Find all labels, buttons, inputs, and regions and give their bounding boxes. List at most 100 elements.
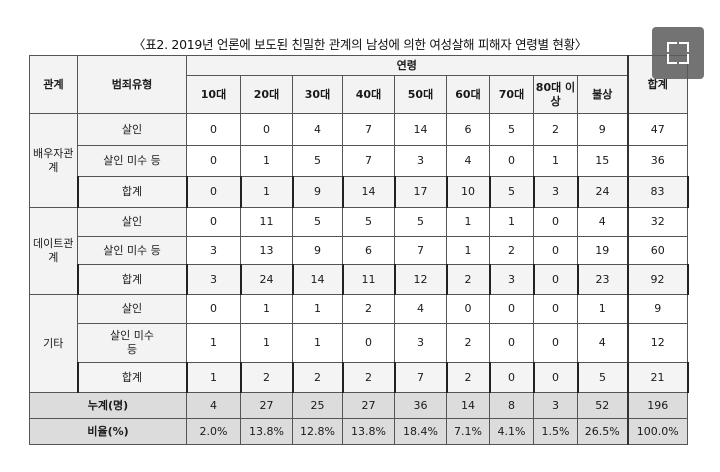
value-cell: 0 <box>533 207 578 237</box>
value-cell: 0 <box>186 145 241 177</box>
value-cell: 12.8% <box>292 418 343 445</box>
victim-age-table: 관계 범죄유형 연령 합계 10대 20대 30대 40대 50대 60대 70… <box>29 55 689 445</box>
row-total-cell: 92 <box>626 264 689 295</box>
value-cell: 1 <box>292 294 343 324</box>
row-total-cell: 32 <box>627 207 688 237</box>
value-cell: 13 <box>240 236 293 265</box>
value-cell: 8 <box>489 392 534 419</box>
value-cell: 2 <box>533 113 578 146</box>
crime-type-label: 살인 미수 등 <box>110 329 154 356</box>
value-cell: 1 <box>240 294 293 324</box>
header-crime-type: 범죄유형 <box>77 55 187 114</box>
value-cell: 5 <box>292 145 343 177</box>
fullscreen-button[interactable] <box>652 27 704 79</box>
value-cell: 26.5% <box>577 418 629 445</box>
crime-type-cell: 살인 미수 등 <box>77 323 187 363</box>
crime-type-cell: 살인 <box>77 207 187 237</box>
cumulative-row: 누계(명) 4 27 25 27 36 14 8 3 52 196 <box>29 392 688 419</box>
relation-dating: 데이트관계 <box>29 207 78 295</box>
crime-type-cell: 살인 미수 등 <box>77 145 187 177</box>
value-cell: 2.0% <box>186 418 241 445</box>
header-age-10s: 10대 <box>186 75 241 114</box>
value-cell: 4 <box>186 392 241 419</box>
header-age-70s: 70대 <box>489 75 534 114</box>
value-cell: 2 <box>291 362 344 393</box>
value-cell: 27 <box>240 392 293 419</box>
value-cell: 0 <box>489 323 534 363</box>
value-cell: 18.4% <box>394 418 447 445</box>
value-cell: 4 <box>394 294 447 324</box>
value-cell: 0 <box>185 176 242 208</box>
subtotal-row: 합계 1 2 2 2 7 2 0 0 5 21 <box>30 362 689 393</box>
value-cell: 24 <box>576 176 629 208</box>
value-cell: 1.5% <box>533 418 578 445</box>
ratio-row: 비율(%) 2.0% 13.8% 12.8% 13.8% 18.4% 7.1% … <box>29 418 688 445</box>
value-cell: 9 <box>292 236 343 265</box>
value-cell: 1 <box>489 207 534 237</box>
value-cell: 9 <box>291 176 344 208</box>
value-cell: 5 <box>489 113 534 146</box>
value-cell: 2 <box>342 294 395 324</box>
table-row: 데이트관계 살인 0 11 5 5 5 1 1 0 4 32 <box>29 207 688 295</box>
table-row: 배우자관계 살인 0 0 4 7 14 6 5 2 9 47 <box>29 113 688 208</box>
value-cell: 1 <box>446 207 490 237</box>
value-cell: 0 <box>488 362 535 393</box>
relation-other: 기타 <box>29 294 78 393</box>
value-cell: 1 <box>185 362 242 393</box>
value-cell: 2 <box>446 323 490 363</box>
value-cell: 0 <box>240 113 293 146</box>
row-total-cell: 196 <box>627 392 688 419</box>
header-age-80plus: 80대 이상 <box>533 75 578 114</box>
row-total-cell: 100.0% <box>627 418 688 445</box>
value-cell: 0 <box>446 294 490 324</box>
fullscreen-icon <box>667 42 677 52</box>
table-row: 기타 살인 0 1 1 2 4 0 0 0 1 9 <box>29 294 688 393</box>
subtotal-row: 합계 3 24 14 11 12 2 3 0 23 92 <box>30 264 689 295</box>
crime-type-cell: 살인 미수 등 <box>77 236 187 265</box>
value-cell: 4.1% <box>489 418 534 445</box>
value-cell: 15 <box>577 145 629 177</box>
value-cell: 3 <box>488 264 535 295</box>
header-age-unknown: 불상 <box>577 75 629 114</box>
value-cell: 0 <box>533 236 578 265</box>
value-cell: 52 <box>577 392 629 419</box>
table-row: 살인 미수 등 1 1 1 0 3 2 0 0 4 12 <box>30 323 688 363</box>
value-cell: 10 <box>445 176 491 208</box>
value-cell: 0 <box>186 207 241 237</box>
value-cell: 0 <box>533 323 578 363</box>
value-cell: 0 <box>489 294 534 324</box>
value-cell: 5 <box>576 362 629 393</box>
value-cell: 4 <box>577 207 629 237</box>
value-cell: 23 <box>576 264 629 295</box>
row-total-cell: 12 <box>627 323 688 363</box>
value-cell: 5 <box>342 207 395 237</box>
fullscreen-icon-corner <box>679 54 689 64</box>
value-cell: 1 <box>186 323 241 363</box>
value-cell: 2 <box>239 362 294 393</box>
value-cell: 1 <box>240 145 293 177</box>
row-total-cell: 9 <box>627 294 688 324</box>
value-cell: 1 <box>239 176 294 208</box>
value-cell: 5 <box>292 207 343 237</box>
table-row: 살인 미수 등 3 13 9 6 7 1 2 0 19 60 <box>30 236 688 265</box>
value-cell: 2 <box>445 264 491 295</box>
value-cell: 7 <box>394 236 447 265</box>
value-cell: 14 <box>394 113 447 146</box>
value-cell: 1 <box>240 323 293 363</box>
value-cell: 11 <box>341 264 396 295</box>
value-cell: 1 <box>577 294 629 324</box>
value-cell: 0 <box>186 294 241 324</box>
value-cell: 1 <box>446 236 490 265</box>
cumulative-label: 누계(명) <box>29 392 187 419</box>
value-cell: 27 <box>342 392 395 419</box>
value-cell: 7 <box>393 362 448 393</box>
row-total-cell: 36 <box>627 145 688 177</box>
relation-spouse: 배우자관계 <box>29 113 78 208</box>
row-total-cell: 83 <box>626 176 689 208</box>
crime-type-cell: 살인 <box>77 294 187 324</box>
value-cell: 24 <box>239 264 294 295</box>
value-cell: 14 <box>341 176 396 208</box>
value-cell: 5 <box>394 207 447 237</box>
row-total-cell: 21 <box>626 362 689 393</box>
value-cell: 2 <box>489 236 534 265</box>
